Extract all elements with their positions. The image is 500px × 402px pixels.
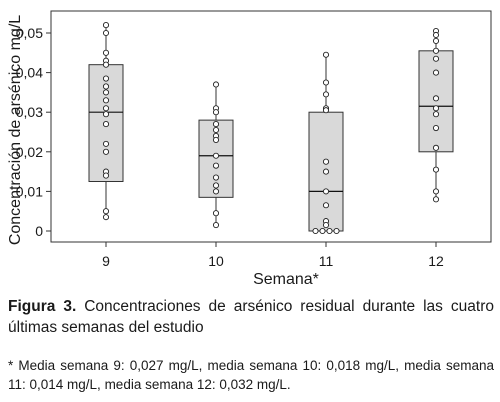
y-tick-label: 0,03 bbox=[16, 104, 43, 120]
data-point bbox=[102, 29, 110, 37]
x-tick-label: 10 bbox=[208, 253, 224, 269]
data-point bbox=[322, 79, 330, 86]
boxes-layer bbox=[88, 25, 454, 232]
data-point bbox=[102, 208, 110, 215]
data-point bbox=[102, 148, 110, 155]
data-point bbox=[432, 144, 440, 151]
y-tick-label: 0,05 bbox=[16, 25, 43, 41]
data-point bbox=[102, 89, 110, 96]
data-point bbox=[432, 37, 440, 44]
data-point bbox=[322, 202, 330, 209]
x-tick-label: 11 bbox=[319, 253, 334, 269]
data-point bbox=[212, 182, 220, 189]
data-point bbox=[333, 227, 340, 235]
y-tick-label: 0,02 bbox=[16, 144, 43, 160]
data-point bbox=[102, 83, 110, 90]
data-point bbox=[212, 188, 220, 195]
y-tick-label: 0 bbox=[35, 223, 43, 239]
data-point bbox=[212, 210, 220, 217]
x-axis: 9 10 11 12 bbox=[102, 242, 444, 269]
data-point bbox=[212, 109, 220, 116]
data-point bbox=[322, 158, 330, 165]
data-point bbox=[432, 188, 440, 195]
data-point bbox=[322, 168, 330, 175]
data-point bbox=[212, 222, 220, 229]
data-point bbox=[102, 214, 110, 221]
data-point bbox=[212, 136, 220, 143]
data-point bbox=[432, 47, 440, 54]
data-point bbox=[212, 162, 220, 169]
data-point bbox=[322, 222, 330, 229]
plot-frame bbox=[50, 10, 492, 243]
data-point bbox=[432, 196, 440, 203]
data-point bbox=[102, 61, 110, 68]
data-point bbox=[326, 227, 333, 235]
data-point bbox=[322, 91, 330, 98]
figure-caption: Figura 3. Concentraciones de arsénico re… bbox=[8, 296, 494, 338]
data-point bbox=[312, 227, 319, 235]
data-point bbox=[319, 227, 326, 235]
data-point bbox=[432, 69, 440, 76]
y-tick-label: 0,01 bbox=[16, 183, 43, 199]
data-point bbox=[322, 188, 330, 195]
data-point bbox=[322, 107, 330, 114]
points-layer bbox=[102, 22, 440, 235]
footnote: * Media semana 9: 0,027 mg/L, media sema… bbox=[8, 358, 494, 392]
data-point bbox=[432, 124, 440, 132]
data-point bbox=[102, 97, 110, 104]
y-axis: 0 0,01 0,02 0,03 0,04 0,05 bbox=[16, 25, 51, 239]
data-point bbox=[432, 95, 440, 102]
data-point bbox=[212, 152, 220, 159]
x-tick-label: 12 bbox=[428, 253, 444, 269]
data-point bbox=[322, 51, 330, 58]
data-point bbox=[432, 31, 440, 39]
boxplot-chart: 0 0,01 0,02 0,03 0,04 0,05 9 10 11 12 Semana* Co… bbox=[7, 10, 492, 288]
data-point bbox=[432, 55, 440, 62]
data-point bbox=[102, 75, 110, 82]
data-point bbox=[432, 166, 440, 173]
x-tick-label: 9 bbox=[102, 253, 110, 269]
data-point bbox=[102, 111, 110, 118]
data-point bbox=[102, 172, 110, 179]
data-point bbox=[212, 121, 220, 128]
data-point bbox=[102, 49, 110, 56]
data-point bbox=[212, 81, 220, 88]
x-axis-title: Semana* bbox=[253, 271, 319, 288]
data-point bbox=[432, 111, 440, 118]
y-axis-title: Concentración de arsénico mg/L bbox=[7, 15, 24, 245]
caption-text: Concentraciones de arsénico residual dur… bbox=[8, 298, 494, 336]
data-point bbox=[102, 105, 110, 112]
data-point bbox=[102, 121, 110, 128]
data-point bbox=[212, 126, 220, 134]
caption-label: Figura 3. bbox=[8, 298, 77, 315]
data-point bbox=[212, 174, 220, 181]
y-tick-label: 0,04 bbox=[16, 65, 43, 81]
data-point bbox=[102, 140, 110, 147]
data-point bbox=[102, 22, 110, 29]
data-point bbox=[432, 105, 440, 112]
